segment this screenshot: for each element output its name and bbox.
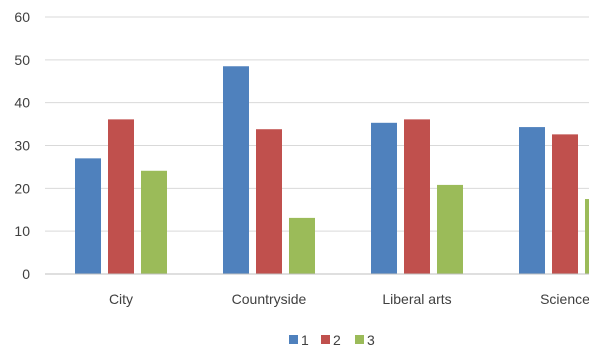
bar-series-3 bbox=[141, 170, 167, 274]
y-tick-label: 20 bbox=[14, 180, 30, 196]
legend-swatch bbox=[355, 335, 364, 344]
y-tick-label: 60 bbox=[14, 9, 30, 25]
x-category-label: City bbox=[109, 291, 133, 307]
grid-lines bbox=[45, 16, 589, 232]
y-tick-label: 40 bbox=[14, 95, 30, 111]
y-tick-label: 30 bbox=[14, 138, 30, 154]
bar-series-3 bbox=[585, 199, 589, 274]
bar-series-1 bbox=[75, 158, 101, 274]
bar-series-2 bbox=[404, 119, 430, 274]
y-tick-label: 0 bbox=[22, 266, 30, 282]
bar-series-1 bbox=[371, 122, 397, 274]
bar-series-2 bbox=[108, 119, 134, 274]
y-tick-label: 50 bbox=[14, 52, 30, 68]
legend-swatch bbox=[289, 335, 298, 344]
legend-label: 2 bbox=[333, 332, 341, 346]
x-category-label: Liberal arts bbox=[382, 291, 451, 307]
bar-series-2 bbox=[256, 129, 282, 274]
legend: 1 2 3 bbox=[289, 332, 375, 346]
bar-series-3 bbox=[437, 184, 463, 274]
legend-swatch bbox=[321, 335, 330, 344]
legend-label: 3 bbox=[367, 332, 375, 346]
bar-series-3 bbox=[289, 217, 315, 274]
bar-series-2 bbox=[552, 134, 578, 274]
y-axis-tick-labels: 0 10 20 30 40 50 60 bbox=[14, 9, 30, 282]
y-tick-label: 10 bbox=[14, 223, 30, 239]
bar-series-1 bbox=[519, 127, 545, 274]
x-axis-category-labels: City Countryside Liberal arts Science bbox=[109, 291, 589, 307]
x-category-label: Science bbox=[540, 291, 589, 307]
bar-series-1 bbox=[223, 66, 249, 274]
legend-label: 1 bbox=[301, 332, 309, 346]
bars bbox=[75, 66, 589, 274]
x-category-label: Countryside bbox=[232, 291, 307, 307]
